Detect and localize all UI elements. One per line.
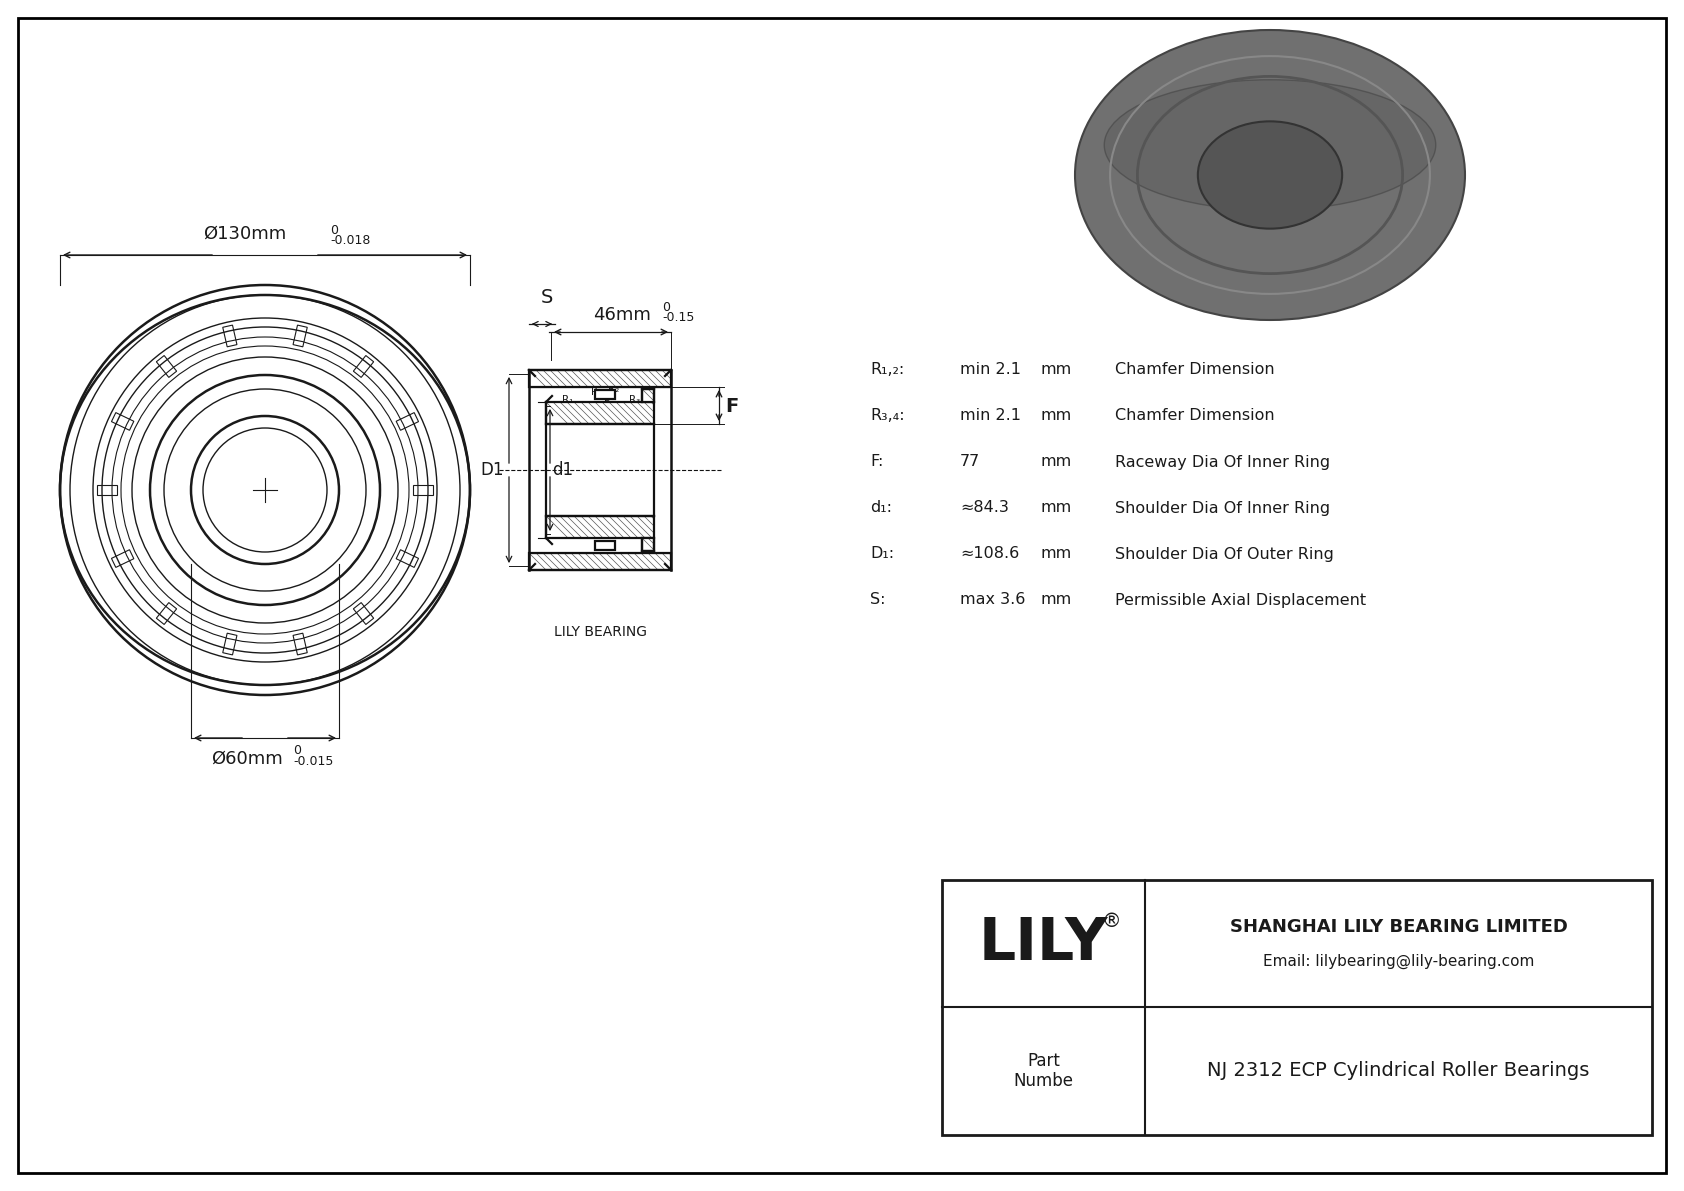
Text: min 2.1: min 2.1 — [960, 362, 1021, 378]
Text: 46mm: 46mm — [593, 306, 652, 324]
Text: Chamfer Dimension: Chamfer Dimension — [1115, 409, 1275, 424]
Text: NJ 2312 ECP Cylindrical Roller Bearings: NJ 2312 ECP Cylindrical Roller Bearings — [1207, 1061, 1590, 1080]
Text: R₄: R₄ — [605, 400, 615, 410]
Text: mm: mm — [1041, 409, 1071, 424]
Text: S: S — [541, 288, 552, 307]
Text: F: F — [726, 397, 738, 416]
Text: -0.15: -0.15 — [662, 311, 694, 324]
Text: R₁,₂:: R₁,₂: — [871, 362, 904, 378]
Text: mm: mm — [1041, 592, 1071, 607]
Text: R₂: R₂ — [591, 387, 601, 397]
Text: -0.018: -0.018 — [330, 233, 370, 247]
Ellipse shape — [1074, 30, 1465, 320]
Text: d1: d1 — [552, 461, 573, 479]
Text: Ø130mm: Ø130mm — [204, 225, 286, 243]
Text: R₃,₄:: R₃,₄: — [871, 409, 904, 424]
Bar — [642, 389, 653, 403]
Text: F:: F: — [871, 455, 884, 469]
Text: R₃: R₃ — [628, 395, 640, 405]
Text: LILY: LILY — [978, 915, 1108, 972]
Bar — [546, 516, 653, 538]
Bar — [941, 880, 1652, 1135]
Bar — [594, 541, 615, 550]
Text: ®: ® — [1101, 912, 1122, 931]
Text: Permissible Axial Displacement: Permissible Axial Displacement — [1115, 592, 1366, 607]
Text: min 2.1: min 2.1 — [960, 409, 1021, 424]
Ellipse shape — [1105, 80, 1436, 211]
Text: Ø60mm: Ø60mm — [210, 750, 283, 768]
Text: mm: mm — [1041, 547, 1071, 561]
Text: R₂: R₂ — [608, 384, 620, 394]
Text: R₁: R₁ — [562, 395, 573, 405]
Bar — [529, 553, 670, 570]
Text: mm: mm — [1041, 500, 1071, 516]
Text: ≈108.6: ≈108.6 — [960, 547, 1019, 561]
Text: SHANGHAI LILY BEARING LIMITED: SHANGHAI LILY BEARING LIMITED — [1229, 918, 1568, 936]
Bar — [642, 538, 653, 551]
Text: max 3.6: max 3.6 — [960, 592, 1026, 607]
Text: mm: mm — [1041, 455, 1071, 469]
Text: R₁: R₁ — [652, 374, 663, 384]
Text: Shoulder Dia Of Inner Ring: Shoulder Dia Of Inner Ring — [1115, 500, 1330, 516]
Text: ≈84.3: ≈84.3 — [960, 500, 1009, 516]
Text: D₁:: D₁: — [871, 547, 894, 561]
Text: Shoulder Dia Of Outer Ring: Shoulder Dia Of Outer Ring — [1115, 547, 1334, 561]
Text: Chamfer Dimension: Chamfer Dimension — [1115, 362, 1275, 378]
Text: 0: 0 — [662, 301, 670, 314]
Text: Raceway Dia Of Inner Ring: Raceway Dia Of Inner Ring — [1115, 455, 1330, 469]
Bar — [594, 389, 615, 399]
Text: D1: D1 — [480, 461, 504, 479]
Text: mm: mm — [1041, 362, 1071, 378]
Text: Part
Numbe: Part Numbe — [1014, 1052, 1073, 1091]
Text: LILY BEARING: LILY BEARING — [554, 625, 647, 640]
Text: 77: 77 — [960, 455, 980, 469]
Text: Email: lilybearing@lily-bearing.com: Email: lilybearing@lily-bearing.com — [1263, 954, 1534, 969]
Ellipse shape — [1197, 121, 1342, 229]
Text: 0: 0 — [293, 744, 301, 757]
Text: S:: S: — [871, 592, 886, 607]
Text: -0.015: -0.015 — [293, 755, 333, 768]
Text: 0: 0 — [330, 224, 338, 237]
Bar — [546, 403, 653, 424]
Bar — [529, 370, 670, 387]
Text: d₁:: d₁: — [871, 500, 893, 516]
